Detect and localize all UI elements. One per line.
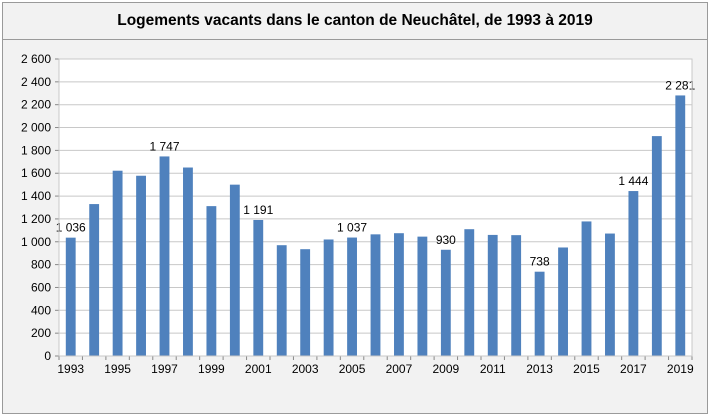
bar-2001 <box>253 219 264 356</box>
x-tick-label-1999: 1999 <box>198 362 225 376</box>
bar-2019 <box>675 95 686 357</box>
x-tick-label-1993: 1993 <box>57 362 84 376</box>
x-tick-label-2013: 2013 <box>526 362 553 376</box>
bar-2005 <box>347 237 357 356</box>
x-tick-label-2001: 2001 <box>245 362 272 376</box>
x-tick-label-1997: 1997 <box>151 362 178 376</box>
x-tick-label-2003: 2003 <box>292 362 319 376</box>
bar-2012 <box>511 235 522 356</box>
y-tick-label: 1 000 <box>21 235 51 249</box>
plot-border <box>58 58 693 357</box>
bar-1994 <box>89 204 100 356</box>
y-tick-label: 400 <box>31 303 51 317</box>
x-tick-label-2017: 2017 <box>620 362 647 376</box>
y-tick-label: 0 <box>44 349 51 363</box>
x-tick-label-2009: 2009 <box>432 362 459 376</box>
y-tick-label: 600 <box>31 280 51 294</box>
x-tick-label-2011: 2011 <box>480 362 506 376</box>
bar-2011 <box>487 234 498 356</box>
x-tick-label-2019: 2019 <box>667 362 694 376</box>
y-tick-label: 2 000 <box>21 121 51 135</box>
y-tick-label: 1 800 <box>21 143 51 157</box>
bar-1995 <box>112 170 123 356</box>
bar-2013 <box>534 271 545 356</box>
x-tick-label-2015: 2015 <box>573 362 600 376</box>
data-label-2017: 1 444 <box>618 174 648 188</box>
bars <box>65 95 686 357</box>
bar-2006 <box>370 234 381 356</box>
y-tick-label: 1 400 <box>21 189 51 203</box>
bar-2018 <box>651 136 662 356</box>
data-label-2005: 1 037 <box>337 221 367 235</box>
x-tick-label-2005: 2005 <box>339 362 366 376</box>
data-label-2001: 1 191 <box>243 203 273 217</box>
bar-1993 <box>65 237 76 356</box>
bar-2007 <box>394 233 404 356</box>
y-tick-label: 800 <box>31 258 51 272</box>
bar-2010 <box>464 229 475 356</box>
data-label-1997: 1 747 <box>149 139 179 153</box>
data-label-2009: 930 <box>436 233 456 247</box>
bar-2000 <box>229 184 240 356</box>
bar-2004 <box>323 239 334 356</box>
bar-1999 <box>206 206 217 356</box>
data-label-1993: 1 036 <box>56 221 86 235</box>
x-axis-ticks: 1993 1995 1997 1999 2001 2003 2005 2007 2009 2011… <box>57 356 694 376</box>
bar-2017 <box>628 191 639 356</box>
bar-2002 <box>276 245 287 356</box>
bar-2003 <box>300 249 311 356</box>
data-label-2013: 738 <box>530 255 550 269</box>
chart-title: Logements vacants dans le canton de Neuc… <box>3 3 707 40</box>
data-labels: 1 036 1 747 1 191 1 037 930 738 1 444 2 281 <box>56 78 696 268</box>
y-tick-label: 2 200 <box>21 98 51 112</box>
x-tick-label-1995: 1995 <box>104 362 131 376</box>
bar-1998 <box>183 167 193 356</box>
y-tick-label: 200 <box>31 326 51 340</box>
y-tick-label: 2 400 <box>21 75 51 89</box>
bar-2016 <box>605 233 615 356</box>
axes <box>58 58 693 357</box>
bar-2008 <box>417 236 428 356</box>
y-axis-ticks: 0 200 400 600 800 1 000 1 200 1 400 1 600 1 800 2 … <box>21 52 59 363</box>
bar-1996 <box>136 175 146 356</box>
y-tick-label: 2 600 <box>21 52 51 66</box>
y-tick-label: 1 200 <box>21 212 51 226</box>
data-label-2019: 2 281 <box>665 78 695 92</box>
bar-2009 <box>440 249 451 356</box>
x-tick-label-2007: 2007 <box>386 362 413 376</box>
bar-1997 <box>159 156 170 356</box>
bar-2014 <box>558 247 568 356</box>
bar-2015 <box>581 221 592 356</box>
y-tick-label: 1 600 <box>21 166 51 180</box>
